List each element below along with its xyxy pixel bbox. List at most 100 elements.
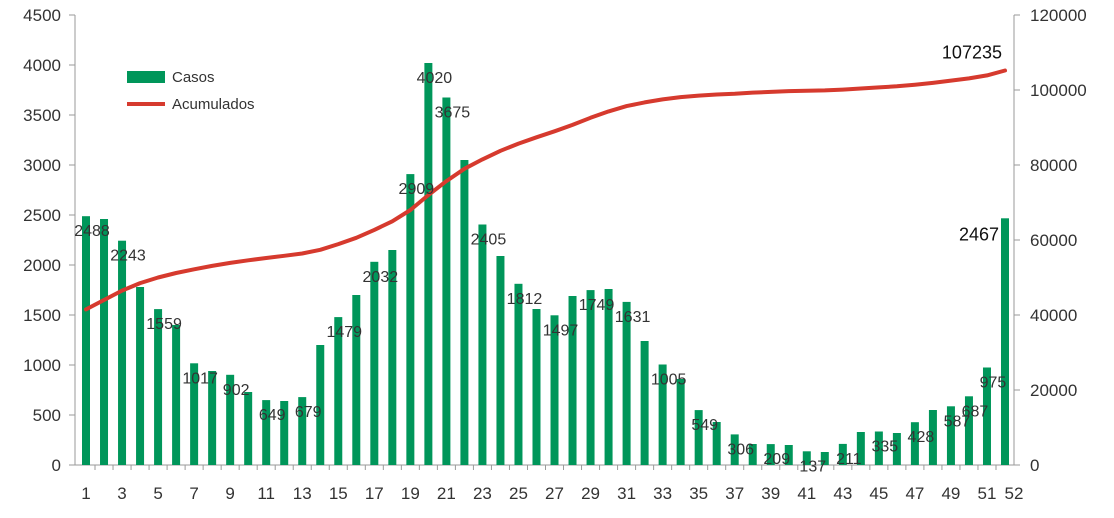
bar [334, 317, 343, 465]
bar [298, 397, 307, 465]
bar [460, 160, 469, 465]
bar [658, 364, 667, 465]
x-tick-label: 43 [833, 484, 852, 503]
bar [748, 444, 757, 465]
x-tick-label: 11 [257, 484, 275, 503]
data-label: 1497 [543, 322, 579, 339]
data-label: 1812 [507, 291, 543, 308]
bar [838, 443, 847, 465]
bar [568, 296, 577, 465]
data-label: 2909 [399, 181, 435, 198]
x-tick-label: 5 [153, 484, 162, 503]
x-tick-label: 17 [365, 484, 384, 503]
y-tick-left-label: 4500 [23, 6, 61, 25]
data-label: 4020 [417, 70, 453, 87]
axes: 0 500 1000 1500 2000 2500 3000 3500 4000 4500 0 200… [23, 6, 1087, 503]
line-acumulados [84, 68, 1007, 312]
bar [406, 174, 415, 465]
data-label: 587 [944, 413, 971, 430]
bar [712, 422, 721, 465]
bar [1001, 218, 1009, 465]
x-tick-label: 9 [225, 484, 234, 503]
bar [280, 401, 289, 465]
bar [730, 434, 739, 465]
bar [244, 392, 253, 465]
x-tick-label: 31 [617, 484, 636, 503]
bar [874, 431, 883, 465]
y-tick-left-label: 3500 [23, 106, 61, 125]
bar [226, 374, 235, 465]
y-tick-right-label: 20000 [1030, 381, 1077, 400]
legend-swatch-casos [127, 71, 165, 83]
x-tick-label: 19 [401, 484, 420, 503]
data-label: 687 [962, 403, 989, 420]
data-label: 428 [908, 429, 935, 446]
bar [262, 400, 271, 465]
x-tick-label: 25 [509, 484, 528, 503]
data-label: 306 [727, 441, 754, 458]
y-tick-left-label: 2000 [23, 256, 61, 275]
y-tick-left-label: 4000 [23, 56, 61, 75]
x-tick-label: 49 [941, 484, 960, 503]
bar [964, 396, 973, 465]
bar [316, 345, 325, 465]
data-label: 2405 [471, 232, 507, 249]
x-tick-label: 3 [117, 484, 126, 503]
data-label: 1479 [326, 324, 362, 341]
x-tick-label: 41 [797, 484, 816, 503]
x-tick-label: 45 [869, 484, 888, 503]
data-label: 335 [872, 439, 899, 456]
bar [100, 219, 109, 465]
y-tick-right-label: 0 [1030, 456, 1039, 475]
data-label: 1631 [615, 309, 651, 326]
bar [910, 422, 919, 465]
bar [154, 309, 163, 465]
bar [136, 287, 145, 465]
x-tick-label: 13 [293, 484, 312, 503]
x-tick-label: 37 [725, 484, 744, 503]
y-tick-left-label: 1500 [23, 306, 61, 325]
bar [172, 325, 181, 465]
x-tick-label: 27 [545, 484, 564, 503]
x-tick-label: 29 [581, 484, 600, 503]
bar [82, 216, 90, 465]
bar [514, 283, 523, 465]
bar [694, 410, 703, 465]
data-label: 2243 [110, 248, 146, 265]
bar [622, 301, 631, 465]
data-label: 137 [799, 458, 826, 475]
data-label: 3675 [435, 105, 471, 122]
x-tick-label: 33 [653, 484, 672, 503]
x-tick-label: 1 [81, 484, 90, 503]
bar [856, 432, 865, 465]
y-tick-right-label: 80000 [1030, 156, 1077, 175]
y-tick-right-label: 120000 [1030, 6, 1087, 25]
bar [190, 363, 199, 465]
bar [370, 261, 379, 465]
data-label: 679 [295, 404, 322, 421]
y-tick-left-label: 0 [52, 456, 61, 475]
y-tick-right-label: 40000 [1030, 306, 1077, 325]
bars-casos [82, 63, 1009, 465]
data-label: 975 [980, 375, 1007, 392]
legend: Casos Acumulados [127, 69, 255, 113]
x-tick-label: 21 [437, 484, 456, 503]
data-label: 107235 [942, 43, 1002, 63]
bar [820, 452, 829, 465]
y-tick-left-label: 500 [33, 406, 61, 425]
acumulados-line [84, 68, 1007, 312]
bar [496, 256, 505, 465]
bar [208, 371, 217, 465]
bar [118, 240, 127, 465]
bar [928, 410, 937, 465]
bar [784, 445, 793, 465]
data-label: 902 [223, 382, 250, 399]
x-tick-label: 51 [978, 484, 997, 503]
bar [388, 250, 397, 465]
legend-label-casos: Casos [172, 69, 215, 86]
data-label: 2467 [959, 224, 999, 244]
x-tick-label: 15 [329, 484, 348, 503]
x-tick-label: 35 [689, 484, 708, 503]
x-tick-label: 7 [189, 484, 198, 503]
